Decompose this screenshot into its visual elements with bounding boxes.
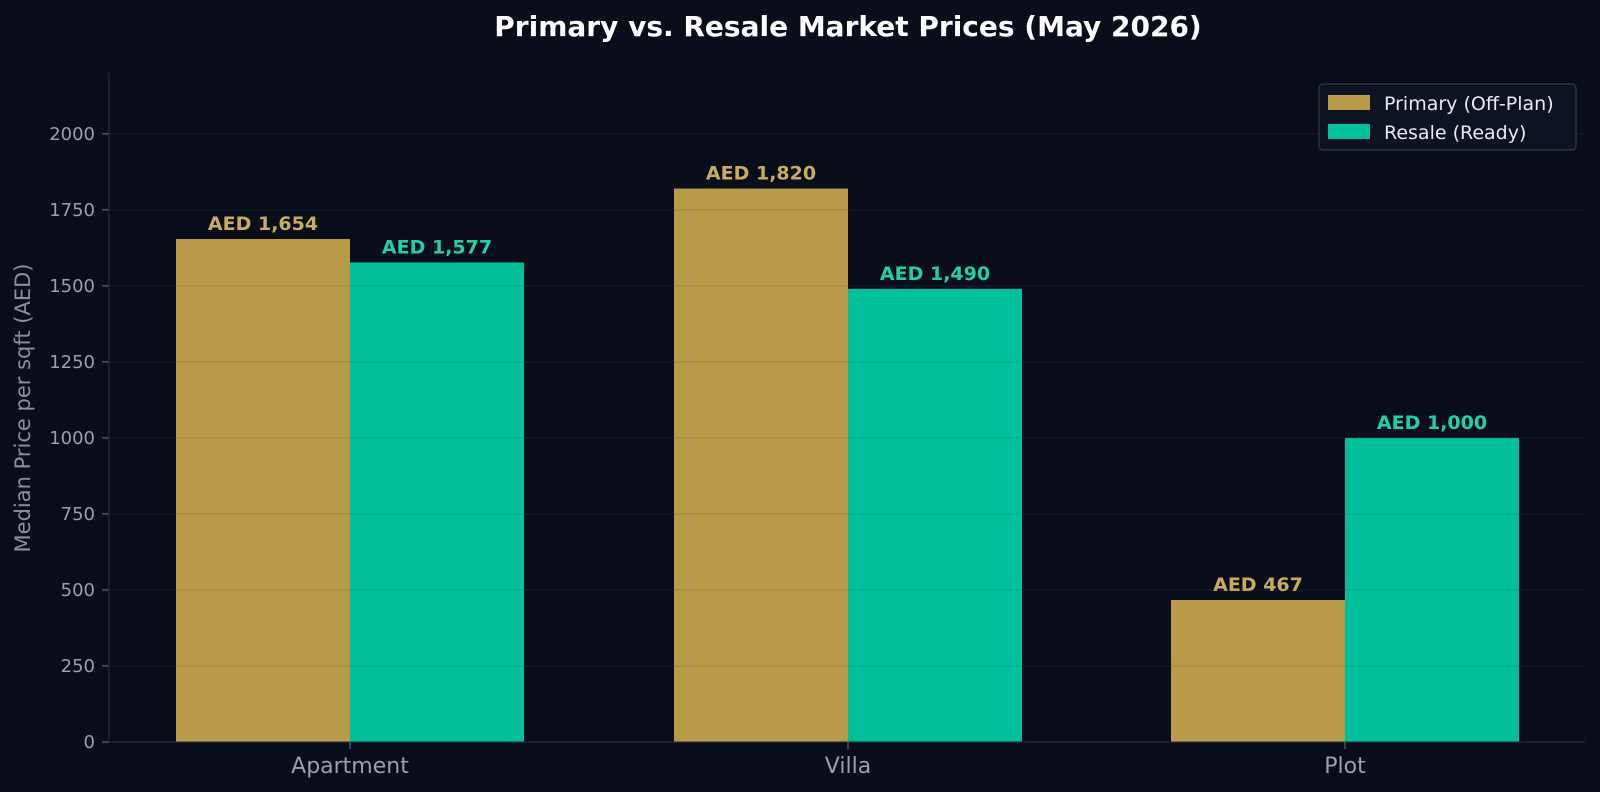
- data-label: AED 1,000: [1377, 412, 1487, 434]
- y-tick-label: 250: [61, 656, 95, 677]
- y-tick-label: 1000: [49, 428, 95, 449]
- legend-entry[interactable]: Primary (Off-Plan): [1384, 93, 1554, 115]
- legend-box: [1318, 83, 1577, 151]
- bar-apartment-primary: [176, 239, 350, 742]
- y-tick-label: 0: [84, 732, 95, 753]
- data-label: AED 1,577: [382, 236, 492, 258]
- y-tick-label: 1750: [49, 200, 95, 221]
- axis-layer: 0 250 500 750 1000 1250 1500 1750 2000 Apartment V…: [49, 73, 1585, 779]
- y-tick-label: 500: [61, 580, 95, 601]
- legend[interactable]: Primary (Off-Plan) Resale (Ready): [1318, 83, 1577, 151]
- chart-title: Primary vs. Resale Market Prices (May 20…: [494, 10, 1201, 43]
- x-tick-label-plot: Plot: [1324, 754, 1366, 779]
- legend-swatch: [1328, 95, 1370, 110]
- y-tick-label: 2000: [49, 124, 95, 145]
- bars-layer: AED 1,654 AED 1,577 AED 1,820 AED 1,490 AED …: [109, 133, 1585, 742]
- data-label: AED 1,654: [208, 213, 318, 235]
- bar-villa-resale: [848, 288, 1022, 742]
- bar-plot-resale: [1345, 437, 1519, 742]
- legend-swatch: [1328, 124, 1370, 139]
- bar-villa-primary: [674, 188, 848, 742]
- bar-plot-primary: [1171, 599, 1345, 742]
- y-tick-label: 750: [61, 504, 95, 525]
- y-axis-label: Median Price per sqft (AED): [11, 264, 35, 553]
- x-tick-label-villa: Villa: [825, 754, 871, 779]
- x-tick-label-apartment: Apartment: [291, 754, 409, 779]
- bar-apartment-resale: [350, 262, 524, 742]
- y-tick-label: 1250: [49, 352, 95, 373]
- y-tick-label: 1500: [49, 276, 95, 297]
- data-label: AED 1,490: [880, 263, 990, 285]
- legend-entry[interactable]: Resale (Ready): [1384, 122, 1526, 144]
- data-label: AED 1,820: [706, 163, 816, 185]
- data-label: AED 467: [1213, 574, 1303, 596]
